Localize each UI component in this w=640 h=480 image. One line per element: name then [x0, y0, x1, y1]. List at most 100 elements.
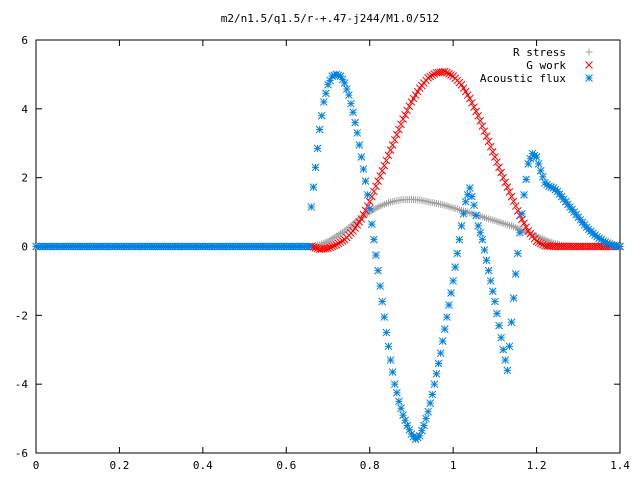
data-point: [480, 127, 489, 136]
data-point: [367, 192, 376, 201]
data-point: [370, 187, 378, 196]
data-point: [478, 235, 487, 244]
data-point: [372, 182, 380, 191]
data-point: [509, 197, 518, 206]
x-tick-label: 0.8: [360, 459, 380, 472]
data-point: [501, 356, 510, 364]
data-point: [367, 220, 376, 228]
data-point: [513, 206, 522, 215]
data-point: [459, 84, 468, 93]
data-point: [380, 161, 389, 170]
data-point: [507, 318, 516, 327]
data-point: [465, 94, 474, 103]
data-point: [432, 369, 441, 378]
data-point: [428, 390, 437, 399]
data-point: [463, 91, 472, 99]
legend-label: G work: [526, 59, 566, 72]
data-point: [455, 235, 464, 244]
data-point: [340, 79, 349, 87]
data-point: [426, 399, 435, 407]
data-point: [536, 166, 545, 175]
x-tick-label: 0.2: [109, 459, 129, 472]
data-point: [413, 87, 422, 96]
data-point: [465, 184, 474, 192]
data-point: [311, 163, 320, 172]
data-point: [443, 313, 451, 321]
data-point: [532, 237, 541, 246]
data-point: [319, 98, 328, 106]
data-point: [397, 404, 405, 413]
data-point: [474, 221, 483, 230]
data-point: [511, 270, 520, 278]
data-point: [449, 277, 457, 285]
series-g-work: [307, 67, 624, 254]
data-point: [507, 192, 516, 201]
data-point: [440, 67, 449, 76]
chart-title: m2/n1.5/q1.5/r-+.47-j244/M1.0/512: [221, 12, 440, 25]
data-point: [397, 120, 405, 129]
data-point: [495, 321, 503, 330]
data-point: [472, 211, 480, 220]
data-point: [451, 263, 460, 272]
data-point: [426, 72, 435, 81]
data-point: [482, 256, 491, 265]
data-point: [486, 277, 495, 285]
data-point: [443, 68, 451, 77]
data-point: [491, 153, 499, 161]
data-point: [524, 160, 533, 168]
data-point: [409, 94, 418, 103]
data-point: [342, 85, 351, 93]
data-point: [324, 244, 332, 253]
data-point: [474, 111, 483, 120]
data-point: [351, 118, 359, 127]
data-point: [516, 228, 524, 237]
data-point: [484, 137, 493, 146]
data-point: [532, 153, 541, 161]
legend-marker: [585, 61, 593, 69]
data-point: [401, 111, 410, 119]
data-point: [505, 342, 514, 351]
data-point: [315, 125, 324, 134]
data-point: [380, 313, 389, 321]
data-point: [453, 249, 462, 258]
legend-label: R stress: [513, 46, 566, 59]
data-point: [428, 71, 437, 80]
data-point: [370, 235, 378, 244]
data-point: [445, 70, 453, 78]
data-point: [307, 203, 316, 211]
data-point: [488, 148, 497, 156]
data-point: [317, 111, 326, 120]
data-point: [486, 142, 495, 151]
data-point: [497, 333, 505, 342]
series-acoustic-flux: [32, 70, 624, 444]
data-point: [357, 153, 366, 161]
data-point: [376, 172, 384, 180]
data-point: [355, 141, 364, 149]
data-point: [497, 168, 505, 177]
data-point: [470, 201, 478, 210]
data-point: [518, 215, 526, 224]
data-point: [388, 368, 397, 376]
data-point: [482, 132, 491, 141]
data-point: [430, 70, 439, 78]
data-point: [503, 366, 512, 375]
data-point: [434, 359, 443, 368]
data-point: [518, 209, 526, 218]
data-point: [440, 325, 449, 333]
data-point: [336, 238, 345, 247]
data-point: [420, 421, 428, 430]
data-point: [357, 215, 366, 223]
data-point: [616, 242, 624, 251]
data-point: [313, 144, 322, 153]
data-point: [534, 160, 543, 168]
data-point: [505, 188, 514, 196]
y-tick-label: 2: [21, 172, 28, 185]
data-point: [478, 122, 487, 130]
x-tick-label: 1: [450, 459, 457, 472]
data-point: [499, 173, 508, 182]
data-point: [395, 125, 403, 134]
data-point: [447, 71, 455, 79]
data-point: [470, 103, 478, 111]
data-point: [359, 210, 368, 219]
